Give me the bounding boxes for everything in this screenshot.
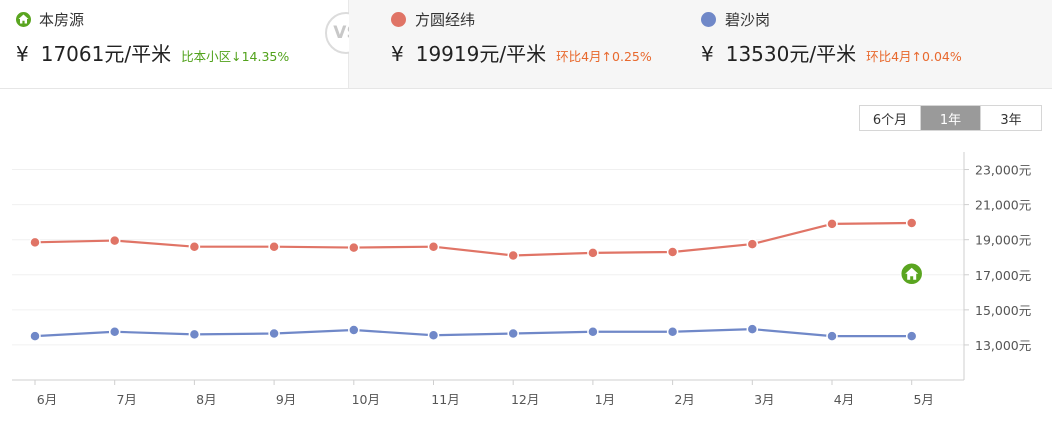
series-2-point (29, 330, 41, 342)
series-1-point (507, 249, 519, 262)
compare-name: 碧沙岗 (725, 10, 771, 29)
legend-dot-icon (701, 11, 716, 27)
range-6-months-button[interactable]: 6个月 (860, 106, 920, 130)
series-1-point (826, 218, 838, 230)
time-range-tabs: 6个月 1年 3年 (859, 105, 1042, 131)
currency-symbol: ¥ (16, 42, 29, 66)
series-2-point (188, 328, 201, 341)
series-2-point (587, 326, 599, 338)
compare-name: 方圆经纬 (415, 10, 476, 29)
legend-dot-icon (391, 11, 406, 27)
x-tick-label: 6月 (37, 392, 57, 407)
range-1-year-button[interactable]: 1年 (920, 106, 980, 130)
x-tick-label: 10月 (352, 392, 380, 407)
range-3-years-button[interactable]: 3年 (980, 106, 1041, 130)
series-1-point (268, 240, 280, 253)
self-listing-change: 比本小区↓14.35% (181, 49, 290, 64)
self-listing-name: 本房源 (39, 10, 85, 29)
series-line-2 (34, 328, 912, 338)
series-2-point (746, 323, 759, 335)
series-line-1 (34, 221, 912, 257)
compare-block-2: 碧沙岗 ¥ 13530元/平米 环比4月↑0.04% (701, 8, 962, 67)
series-2-point (826, 330, 838, 342)
compare-change: 环比4月↑0.04% (866, 49, 962, 64)
currency-symbol: ¥ (391, 42, 404, 66)
series-1-point (348, 241, 360, 254)
series-2-point (507, 327, 519, 340)
y-tick-label: 17,000元 (975, 268, 1031, 283)
compare-price: 19919元/平米 (415, 42, 547, 66)
currency-symbol: ¥ (701, 42, 714, 66)
compare-change: 环比4月↑0.25% (556, 49, 652, 64)
x-tick-label: 11月 (431, 392, 459, 407)
y-tick-label: 23,000元 (975, 163, 1031, 178)
series-2-point (108, 326, 121, 338)
series-1-point (29, 236, 41, 249)
series-2-point (268, 327, 280, 340)
compare-panel: 方圆经纬 ¥ 19919元/平米 环比4月↑0.25% 碧沙岗 ¥ 13530元… (349, 0, 1052, 88)
x-tick-label: 8月 (196, 392, 216, 407)
y-tick-label: 13,000元 (975, 338, 1031, 353)
series-1-point (427, 240, 440, 253)
home-icon (905, 267, 919, 280)
y-tick-label: 19,000元 (975, 233, 1031, 248)
x-tick-label: 1月 (595, 392, 615, 407)
series-1-point (905, 217, 918, 229)
series-2-point (666, 326, 679, 338)
x-tick-label: 5月 (913, 392, 933, 407)
compare-price: 13530元/平米 (725, 42, 857, 66)
x-tick-label: 9月 (276, 392, 296, 407)
series-1-point (108, 234, 121, 247)
x-tick-label: 4月 (834, 392, 854, 407)
x-tick-label: 3月 (754, 392, 774, 407)
series-1-point (587, 247, 599, 259)
series-1-point (188, 240, 201, 253)
price-trend-chart: 13,000元 15,000元 17,000元 19,000元 21,000元 23,00… (12, 152, 1031, 407)
x-tick-label: 7月 (116, 392, 136, 407)
series-1-point (746, 238, 759, 250)
self-listing-block: 本房源 ¥ 17061元/平米 比本小区↓14.35% (16, 8, 289, 67)
home-icon (16, 11, 31, 27)
series-2-point (427, 329, 440, 342)
y-tick-label: 21,000元 (975, 198, 1031, 213)
x-tick-label: 12月 (511, 392, 539, 407)
compare-block-1: 方圆经纬 ¥ 19919元/平米 环比4月↑0.25% (391, 8, 652, 67)
comparison-header: 本房源 ¥ 17061元/平米 比本小区↓14.35% VS 方圆经纬 ¥ 19… (0, 0, 1052, 89)
y-tick-label: 15,000元 (975, 303, 1031, 318)
x-tick-label: 2月 (674, 392, 694, 407)
self-listing-panel: 本房源 ¥ 17061元/平米 比本小区↓14.35% (0, 0, 349, 88)
self-listing-price: 17061元/平米 (40, 42, 172, 66)
series-1-point (666, 246, 679, 258)
series-2-point (905, 330, 918, 342)
series-2-point (348, 324, 360, 336)
